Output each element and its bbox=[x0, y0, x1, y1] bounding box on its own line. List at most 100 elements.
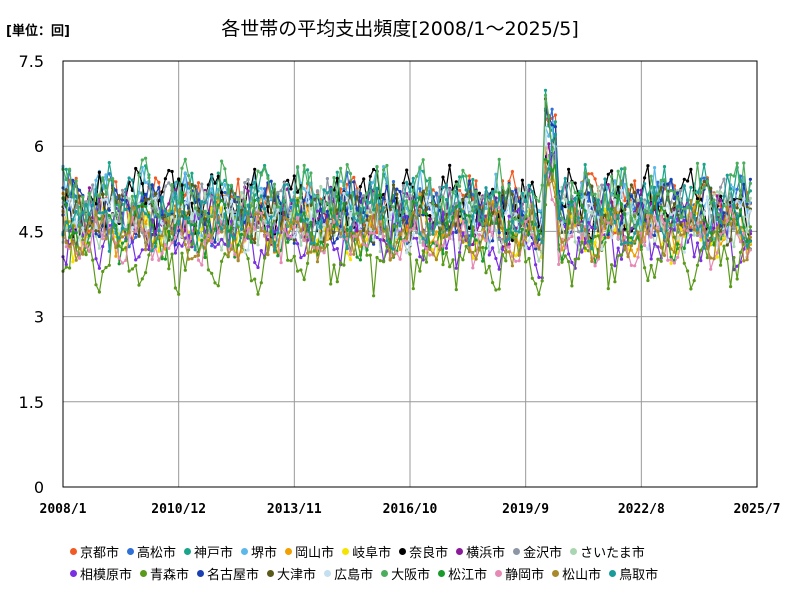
legend-item: 金沢市 bbox=[513, 542, 562, 561]
data-point bbox=[676, 255, 680, 259]
data-point bbox=[246, 234, 250, 238]
data-point bbox=[352, 180, 356, 184]
data-point bbox=[497, 225, 501, 230]
data-point bbox=[514, 188, 518, 192]
data-point bbox=[464, 220, 468, 224]
data-point bbox=[619, 188, 624, 192]
data-point bbox=[345, 182, 349, 186]
data-point bbox=[77, 256, 82, 260]
data-point bbox=[243, 194, 247, 198]
data-point bbox=[543, 88, 548, 92]
data-point bbox=[593, 192, 597, 196]
data-point bbox=[144, 212, 148, 216]
data-point bbox=[405, 239, 409, 243]
data-point bbox=[487, 226, 491, 230]
data-point bbox=[319, 184, 323, 189]
data-point bbox=[226, 210, 230, 214]
data-point bbox=[467, 214, 472, 218]
data-point bbox=[623, 204, 627, 208]
data-point bbox=[567, 252, 571, 256]
data-point bbox=[180, 191, 184, 195]
data-point bbox=[520, 243, 525, 247]
data-point bbox=[431, 231, 435, 235]
data-point bbox=[213, 245, 217, 249]
data-point bbox=[616, 246, 620, 250]
data-point bbox=[431, 188, 435, 192]
data-point bbox=[332, 225, 336, 229]
data-point bbox=[616, 213, 620, 217]
data-point bbox=[358, 185, 362, 189]
legend-marker bbox=[570, 547, 578, 555]
data-point bbox=[213, 240, 217, 244]
data-point bbox=[348, 252, 353, 256]
data-point bbox=[567, 260, 571, 264]
data-point bbox=[699, 235, 703, 239]
data-point bbox=[534, 240, 538, 244]
data-point bbox=[510, 216, 514, 220]
data-point bbox=[686, 229, 690, 233]
data-point bbox=[418, 232, 422, 236]
data-point bbox=[352, 216, 356, 220]
data-point bbox=[388, 258, 392, 262]
legend-marker bbox=[513, 547, 521, 555]
data-point bbox=[458, 204, 462, 208]
data-point bbox=[339, 235, 343, 239]
data-point bbox=[484, 206, 488, 211]
data-point bbox=[117, 262, 121, 266]
data-point bbox=[590, 184, 594, 188]
data-point bbox=[418, 255, 422, 259]
data-point bbox=[461, 219, 465, 223]
data-point bbox=[306, 232, 310, 236]
data-point bbox=[296, 190, 300, 194]
data-point bbox=[679, 215, 683, 219]
data-point bbox=[263, 194, 267, 198]
data-point bbox=[477, 233, 481, 237]
data-point bbox=[676, 242, 680, 246]
data-point bbox=[210, 244, 214, 248]
data-point bbox=[375, 165, 379, 169]
legend-item: 広島市 bbox=[324, 564, 373, 583]
data-point bbox=[646, 215, 650, 219]
data-point bbox=[616, 193, 620, 198]
data-point bbox=[107, 204, 111, 208]
data-point bbox=[150, 206, 154, 210]
data-point bbox=[524, 246, 528, 250]
data-point bbox=[368, 180, 372, 184]
data-point bbox=[629, 216, 634, 220]
data-point bbox=[686, 269, 690, 273]
data-point bbox=[292, 235, 296, 239]
data-point bbox=[71, 195, 75, 199]
data-point bbox=[223, 183, 227, 187]
data-point bbox=[398, 190, 402, 194]
data-point bbox=[428, 176, 432, 180]
data-point bbox=[454, 209, 458, 213]
data-point bbox=[520, 191, 525, 195]
data-point bbox=[71, 231, 75, 235]
data-point bbox=[418, 196, 422, 200]
data-point bbox=[491, 187, 495, 191]
data-point bbox=[421, 230, 425, 234]
data-point bbox=[467, 249, 472, 253]
data-point bbox=[352, 252, 356, 256]
data-point bbox=[253, 198, 257, 202]
data-point bbox=[458, 229, 462, 233]
data-point bbox=[500, 247, 505, 251]
data-point bbox=[570, 226, 574, 230]
data-point bbox=[382, 260, 386, 264]
y-tick-label: 7.5 bbox=[19, 52, 44, 71]
data-point bbox=[669, 215, 673, 219]
data-point bbox=[401, 215, 405, 220]
data-point bbox=[325, 243, 329, 247]
data-point bbox=[613, 221, 617, 225]
data-point bbox=[256, 169, 260, 173]
data-point bbox=[183, 268, 187, 272]
data-point bbox=[590, 259, 594, 263]
data-point bbox=[586, 218, 591, 222]
data-point bbox=[170, 183, 174, 187]
data-point bbox=[672, 228, 677, 232]
data-point bbox=[705, 246, 710, 250]
data-point bbox=[669, 223, 673, 227]
data-point bbox=[646, 232, 650, 236]
data-point bbox=[312, 241, 316, 245]
data-point bbox=[656, 192, 660, 196]
